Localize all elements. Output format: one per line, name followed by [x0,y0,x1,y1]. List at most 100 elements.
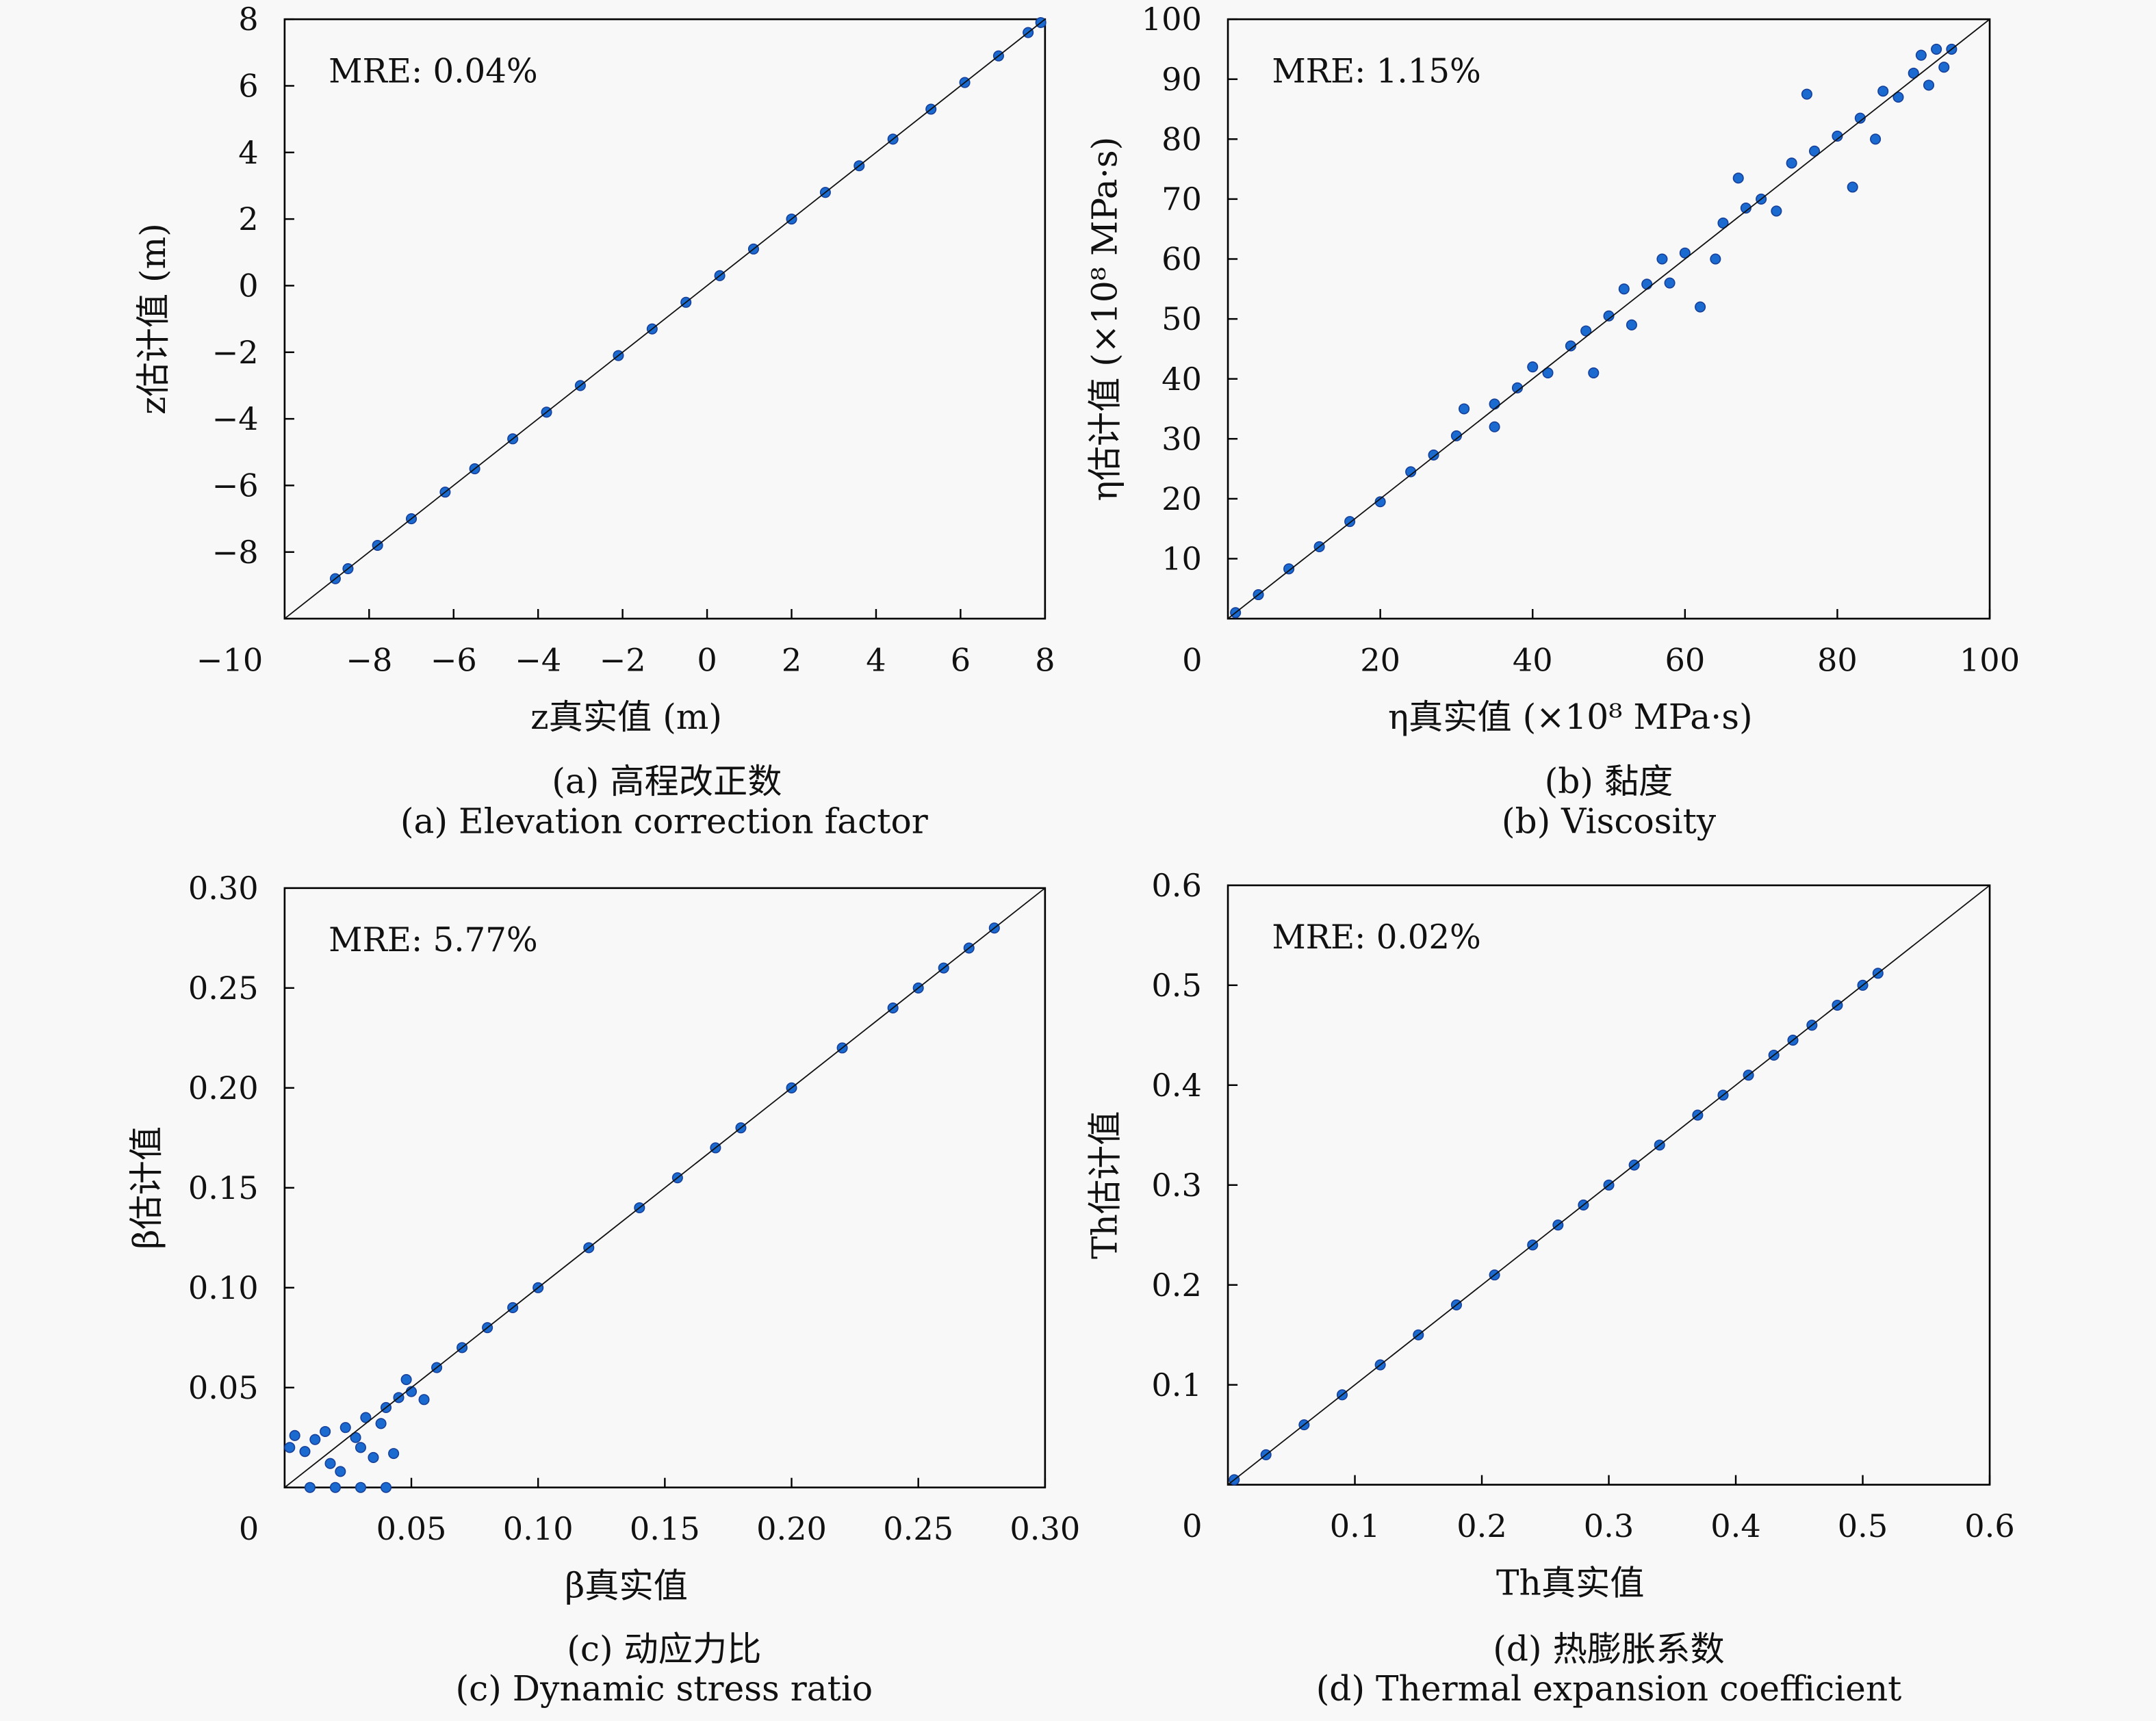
y-tick-label: −6 [212,467,259,504]
y-tick-label: 0.15 [188,1169,259,1206]
data-point [1283,563,1295,575]
data-point [1618,283,1630,295]
y-tick-label: 0.30 [188,870,259,907]
y-tick-label: 0.5 [1151,967,1201,1004]
data-point [1664,277,1676,289]
x-tick-label: 20 [1360,641,1400,678]
data-point [1527,361,1539,373]
x-tick-label: 2 [782,641,801,678]
data-point [1732,172,1744,184]
data-point [1832,130,1843,142]
x-tick-label: 0.05 [376,1510,447,1547]
data-point [1923,79,1935,91]
data-point [1428,449,1439,461]
x-tick-label: −6 [431,641,477,678]
data-point [388,1448,400,1460]
x-tick-label: 0.30 [1010,1510,1080,1547]
y-tick-label: 30 [1162,420,1202,457]
x-tick-label: 40 [1513,641,1553,678]
scatter-points [1230,43,1958,619]
y-axis-label: η估计值 (×10⁸ MPa·s) [1084,137,1125,502]
corner-tick-label: 0 [1182,641,1202,678]
data-point [360,1412,372,1423]
x-tick-label: 0.1 [1330,1508,1380,1544]
reference-line [1227,885,1990,1486]
data-point [1786,157,1797,169]
y-tick-label: 8 [238,1,258,38]
panel-c: 0.05 0.10 0.15 0.20 0.25 0.30 0.05 0.10 0.15 0.20… [126,870,1080,1606]
data-point [329,1481,341,1493]
data-point [1710,253,1721,265]
data-point [1542,367,1554,378]
reference-line [1227,18,1990,619]
y-tick-label: 4 [238,134,258,171]
x-axis-label: Th真实值 [1496,1562,1644,1603]
panel-d: 0.1 0.2 0.3 0.4 0.5 0.6 0.1 0.2 0.3 0.4 0.5 0.6 0 MRE… [1084,867,2014,1603]
caption-d-cn: (d) 热膨胀系数 [1493,1629,1725,1669]
y-tick-label: 0.3 [1151,1167,1201,1204]
data-point [1847,181,1858,193]
y-tick-label: 6 [238,68,258,105]
data-point [1603,310,1615,322]
y-tick-label: 80 [1162,120,1202,157]
data-point [380,1481,392,1493]
data-point [375,1418,387,1429]
data-point [299,1446,311,1458]
x-tick-label: 60 [1665,641,1705,678]
data-point [1892,91,1904,103]
y-tick-label: 60 [1162,241,1202,278]
corner-tick-label: −10 [196,641,263,678]
y-tick-label: 20 [1162,480,1202,517]
x-tick-label: −2 [600,641,646,678]
x-tick-label: 0.3 [1584,1508,1634,1544]
data-point [350,1432,361,1443]
y-tick-label: 0.20 [188,1070,259,1107]
data-point [1740,203,1751,214]
y-axis-label: β估计值 [126,1126,166,1250]
y-tick-label: 0 [238,267,258,304]
caption-c-cn: (c) 动应力比 [567,1629,762,1669]
data-point [1931,43,1942,55]
data-point [1374,496,1386,508]
data-point [1405,466,1417,478]
data-point [289,1429,300,1441]
x-tick-label: 0.15 [630,1510,700,1547]
data-point [1489,421,1500,432]
data-point [1626,319,1637,331]
data-point [284,1442,296,1453]
corner-tick-label: 0 [1182,1508,1202,1544]
y-tick-label: 0.6 [1151,867,1201,904]
y-tick-label: 100 [1142,1,1202,38]
x-tick-label: 0.6 [1964,1508,2014,1544]
y-tick-label: −4 [212,400,259,437]
y-tick-label: 10 [1162,541,1202,578]
data-point [355,1481,366,1493]
x-tick-label: 80 [1817,641,1858,678]
x-tick-label: 0.20 [756,1510,827,1547]
y-axis-label: z估计值 (m) [133,223,173,415]
x-tick-label: 0.4 [1710,1508,1760,1544]
mre-annotation: MRE: 0.02% [1272,918,1481,957]
x-tick-label: 0.10 [503,1510,574,1547]
y-tick-label: 40 [1162,361,1202,398]
x-tick-label: 0.2 [1456,1508,1506,1544]
x-tick-label: 6 [951,641,971,678]
data-point [1854,112,1866,124]
corner-tick-label: 0 [239,1510,259,1547]
data-point [309,1434,321,1445]
data-point [1580,325,1592,337]
data-point [1679,247,1691,259]
data-point [1656,253,1668,265]
mre-annotation: MRE: 5.77% [329,921,538,959]
data-point [304,1481,316,1493]
caption-a-en: (a) Elevation correction factor [400,801,928,842]
y-tick-label: −2 [212,334,259,371]
x-tick-label: −4 [515,641,561,678]
x-tick-label: 4 [866,641,886,678]
mre-annotation: MRE: 0.04% [329,53,538,91]
data-point [1641,279,1653,290]
data-point [1908,67,1919,79]
y-tick-label: 70 [1162,181,1202,218]
x-axis-label: z真实值 (m) [530,697,722,737]
